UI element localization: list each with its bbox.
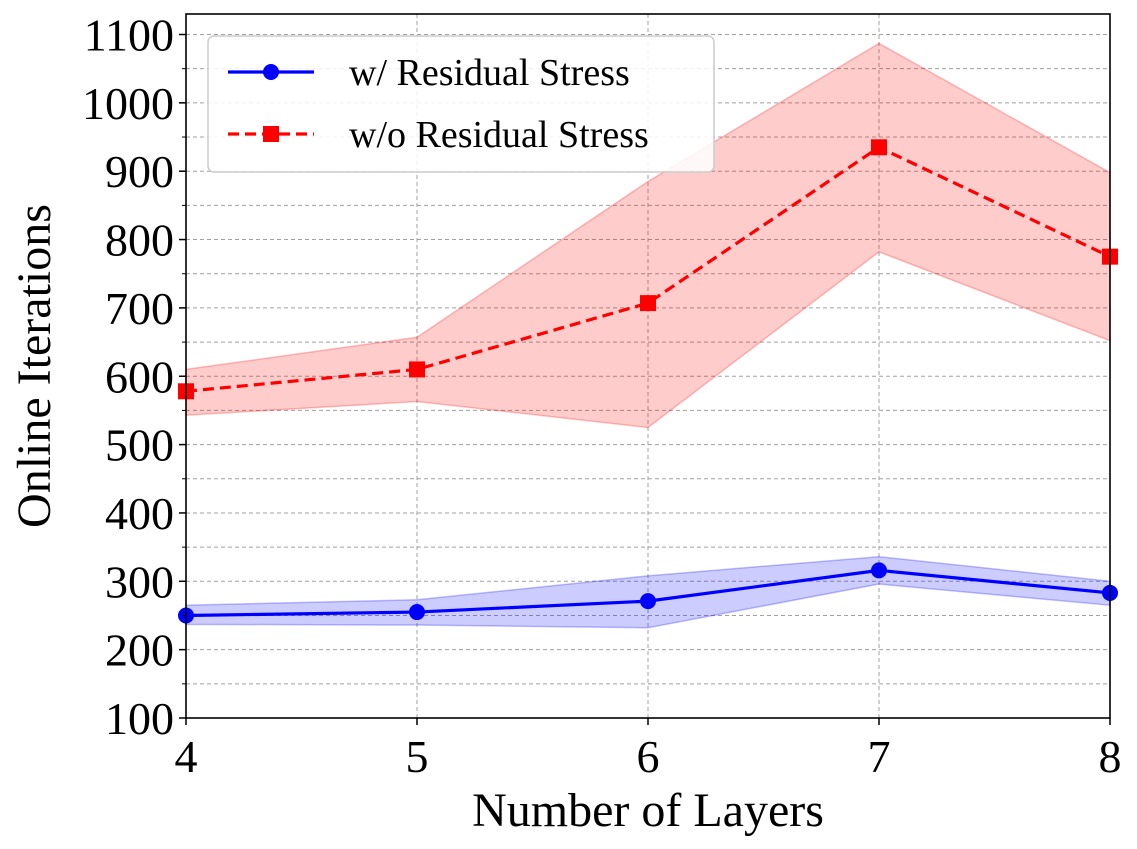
legend-label: w/o Residual Stress: [349, 114, 649, 156]
y-tick-label: 100: [105, 693, 174, 744]
y-tick-label: 400: [105, 488, 174, 539]
y-tick-label: 600: [105, 351, 174, 402]
legend-label: w/ Residual Stress: [349, 52, 630, 94]
data-point: [409, 604, 425, 621]
y-tick-label: 200: [105, 625, 174, 676]
y-tick-label: 1000: [82, 78, 174, 129]
x-tick-label: 6: [637, 731, 660, 782]
y-axis-title: Online Iterations: [8, 204, 61, 528]
legend-marker: [263, 64, 279, 80]
y-tick-label: 900: [105, 146, 174, 197]
data-point: [871, 562, 887, 579]
data-point: [640, 295, 656, 312]
grid-lines: [185, 14, 1111, 719]
y-tick-label: 800: [105, 215, 174, 266]
x-axis-title: Number of Layers: [472, 784, 824, 837]
data-point: [409, 361, 425, 378]
y-tick-label: 300: [105, 556, 174, 607]
x-tick-label: 8: [1099, 731, 1122, 782]
series-markers: [178, 139, 1118, 624]
x-tick-label: 5: [406, 731, 429, 782]
y-tick-label: 700: [105, 283, 174, 334]
y-tick-label: 1100: [84, 10, 174, 61]
data-point: [640, 593, 656, 610]
legend-marker: [263, 126, 279, 142]
legend-box: [207, 35, 715, 173]
legend: w/ Residual Stress w/o Residual Stress: [207, 35, 715, 173]
series-line: [185, 145, 1111, 393]
data-point: [871, 139, 887, 156]
x-tick-label: 4: [175, 731, 198, 782]
axis-ticks: 4 5 6 7 8 100 200 300 400 500 600 700 800 900 1000 1100: [82, 10, 1122, 782]
y-tick-label: 500: [105, 420, 174, 471]
x-tick-label: 7: [868, 731, 891, 782]
